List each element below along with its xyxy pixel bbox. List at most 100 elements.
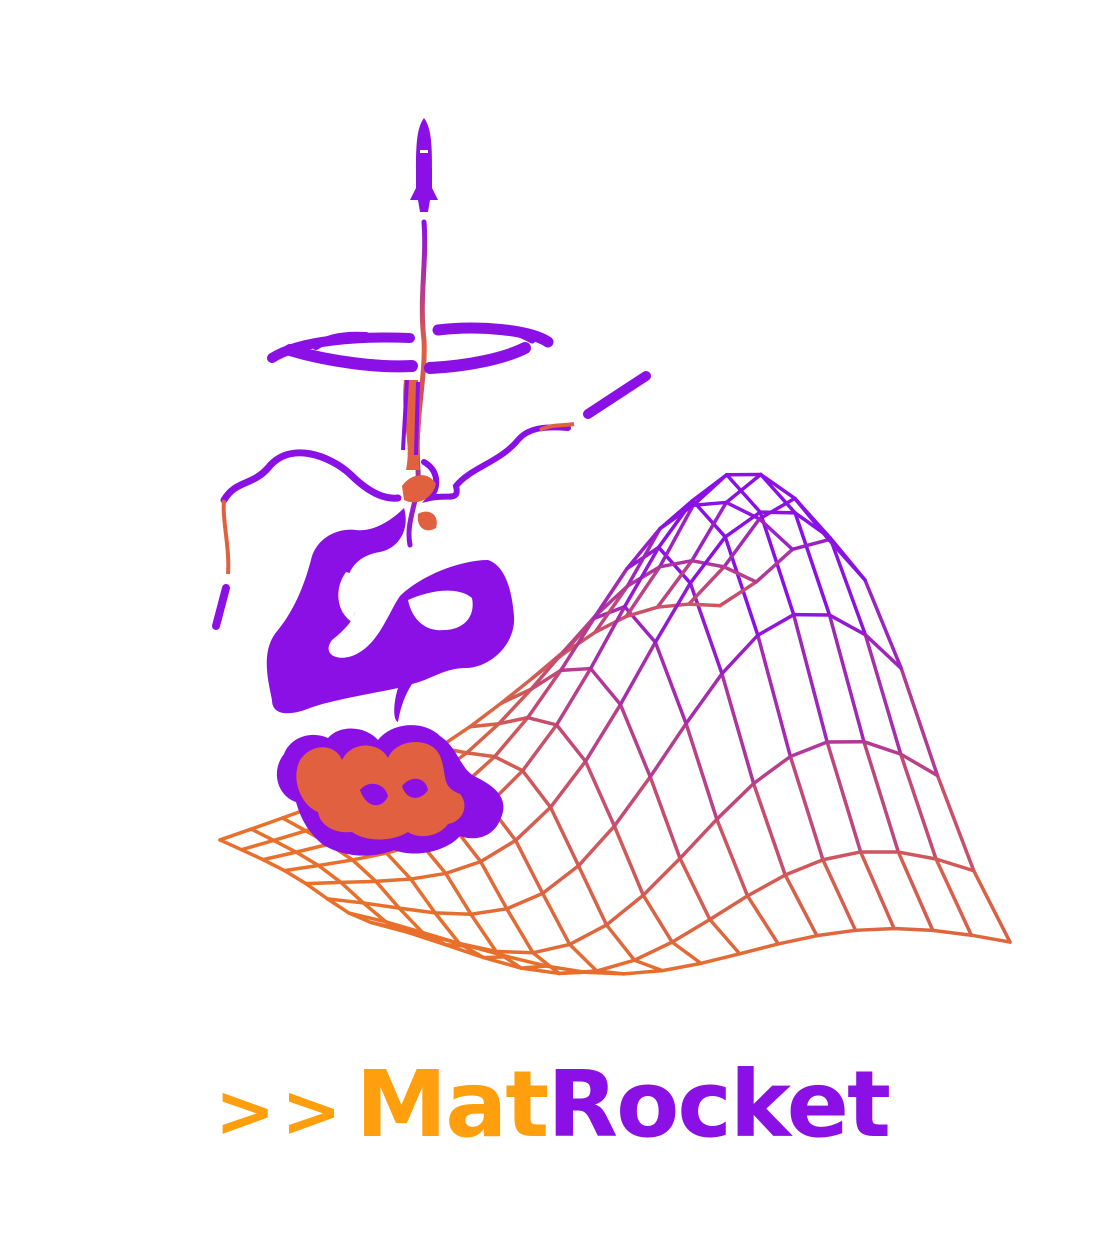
surface-line xyxy=(776,933,819,946)
surface-line xyxy=(751,754,793,786)
surface-line xyxy=(592,566,629,621)
surface-line xyxy=(687,565,726,606)
surface-line xyxy=(294,850,321,868)
surface-line xyxy=(758,510,797,515)
surface-line xyxy=(374,879,401,910)
surface-line xyxy=(397,906,425,935)
surface-line xyxy=(409,877,437,915)
surface-line xyxy=(444,943,486,960)
surface-line xyxy=(304,880,343,886)
surface-line xyxy=(624,565,662,619)
surface-line xyxy=(793,511,832,540)
surface-line xyxy=(708,917,742,956)
surface-line xyxy=(935,773,976,873)
surface-line xyxy=(632,940,674,962)
surface-line xyxy=(622,968,665,976)
surface-line xyxy=(406,930,448,947)
surface-line xyxy=(723,510,762,539)
surface-line xyxy=(625,526,662,588)
surface-line xyxy=(588,604,627,671)
wordmark-rocket: Rocket xyxy=(547,1051,891,1158)
surface-line xyxy=(720,633,760,676)
surface-line xyxy=(858,850,896,931)
surface-line xyxy=(690,500,729,563)
surface-line xyxy=(632,958,665,973)
surface-line xyxy=(325,897,351,915)
surface-line xyxy=(316,863,343,885)
surface-line xyxy=(554,666,593,727)
surface-line xyxy=(280,816,308,833)
surface-line xyxy=(827,613,868,637)
surface-line xyxy=(540,891,572,947)
surface-line xyxy=(783,857,825,877)
surface-line xyxy=(898,752,940,778)
surface-line xyxy=(828,536,868,637)
surface-line xyxy=(934,857,976,873)
surface-line xyxy=(969,933,1012,944)
surface-line xyxy=(576,824,617,868)
surface-line xyxy=(657,558,694,569)
surface-line xyxy=(641,856,682,897)
surface-line xyxy=(756,633,793,759)
surface-line xyxy=(934,857,974,937)
surface-line xyxy=(862,739,901,854)
surface-line xyxy=(827,613,866,744)
surface-line xyxy=(758,472,797,501)
surface-line xyxy=(641,893,674,944)
surface-line xyxy=(350,851,389,862)
surface-line xyxy=(304,881,330,901)
surface-line xyxy=(718,580,758,608)
surface-line xyxy=(469,912,498,954)
surface-line xyxy=(347,911,388,924)
surface-line xyxy=(520,723,559,773)
surface-line xyxy=(513,838,545,896)
surface-line xyxy=(722,565,758,584)
surface-line xyxy=(593,614,628,635)
surface-line xyxy=(724,472,762,514)
surface-line xyxy=(540,864,581,896)
surface-line xyxy=(390,925,433,938)
surface-line xyxy=(684,671,724,726)
surface-line xyxy=(583,702,623,764)
surface-line xyxy=(618,702,652,779)
surface-line xyxy=(708,894,750,922)
exhaust-trail xyxy=(401,219,428,548)
surface-line xyxy=(249,816,285,831)
surface-line xyxy=(384,920,425,935)
surface-line xyxy=(478,859,509,911)
surface-line xyxy=(520,768,553,810)
surface-line xyxy=(544,964,587,974)
surface-line xyxy=(896,850,938,861)
surface-line xyxy=(506,954,549,968)
surface-line xyxy=(720,671,756,786)
surface-line xyxy=(670,940,703,966)
surface-line xyxy=(612,775,652,828)
surface-line xyxy=(751,781,787,877)
surface-line xyxy=(699,952,742,966)
surface-line xyxy=(374,877,413,884)
smoke-ring xyxy=(267,322,554,374)
surface-line xyxy=(791,612,829,744)
surface-line xyxy=(316,858,355,868)
surface-line xyxy=(898,752,938,861)
surface-line xyxy=(261,857,287,873)
surface-line xyxy=(384,851,413,881)
surface-line xyxy=(583,759,617,828)
surface-line xyxy=(469,907,509,916)
surface-line xyxy=(428,934,471,948)
surface-line xyxy=(554,723,588,764)
surface-line xyxy=(481,955,524,970)
surface-line xyxy=(618,640,658,707)
surface-line xyxy=(690,558,726,569)
surface-line xyxy=(757,517,795,552)
surface-line xyxy=(715,817,750,898)
surface-line xyxy=(497,715,530,726)
surface-line xyxy=(678,856,712,922)
surface-line xyxy=(653,640,688,726)
launch-fireball xyxy=(276,725,504,856)
surface-line xyxy=(271,829,308,843)
surface-line xyxy=(758,472,797,515)
surface-line xyxy=(526,715,559,727)
surface-line xyxy=(648,721,688,779)
surface-line xyxy=(821,850,863,862)
